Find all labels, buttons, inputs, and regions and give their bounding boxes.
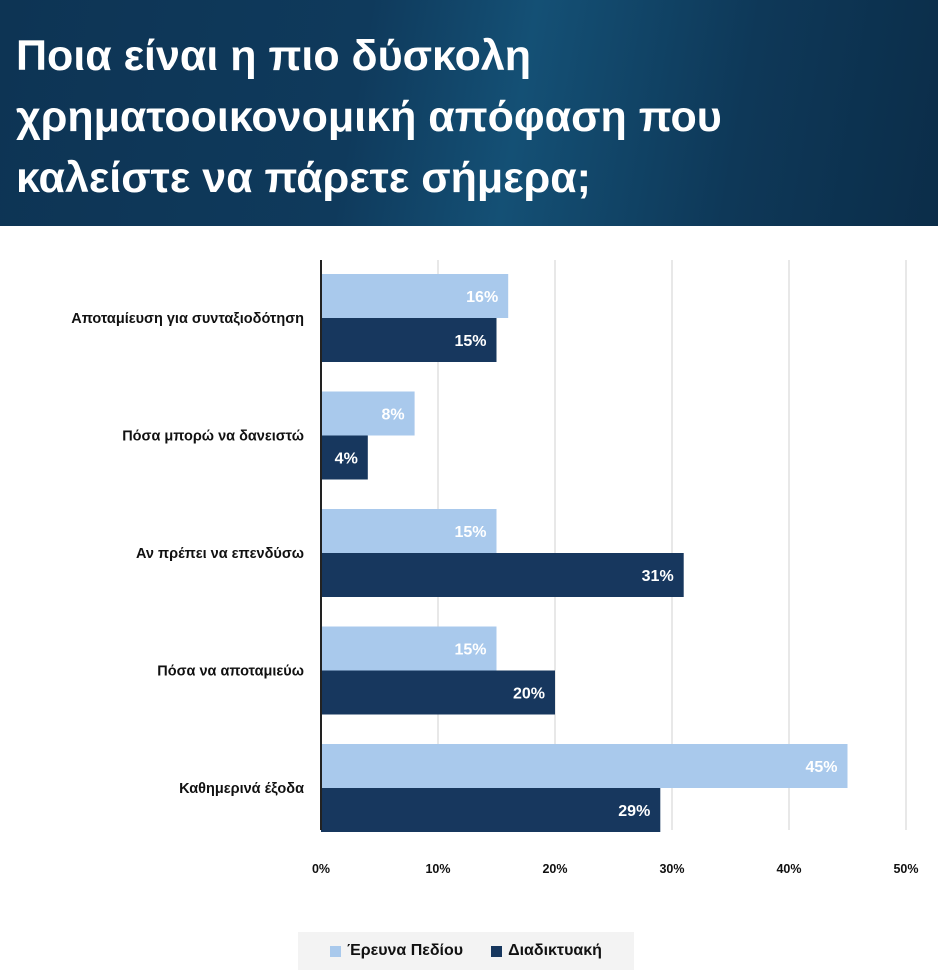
data-label: 15%	[454, 642, 486, 659]
data-label: 29%	[618, 803, 650, 820]
category-label: Καθημερινά έξοδα	[179, 781, 304, 797]
bar-field-survey	[321, 509, 497, 553]
bar-online	[321, 318, 497, 362]
x-tick-label: 20%	[542, 862, 567, 876]
category-label: Αν πρέπει να επενδύσω	[136, 546, 304, 562]
page-title: Ποια είναι η πιο δύσκολη χρηματοοικονομι…	[16, 32, 722, 202]
bar-field-survey	[321, 274, 509, 318]
data-label: 8%	[381, 407, 404, 424]
data-label: 4%	[335, 451, 358, 468]
bar-chart: 0% 10% 20% 30% 40% 50% Αποταμίευση για συνταξι…	[71, 260, 919, 876]
x-tick-label: 50%	[893, 862, 918, 876]
legend-swatch-field-survey	[330, 945, 342, 957]
data-label: 16%	[466, 289, 498, 306]
bar-online	[321, 553, 684, 597]
legend-label-field-survey: Έρευνα Πεδίου	[347, 942, 464, 959]
bar-online	[321, 670, 555, 715]
data-label: 15%	[454, 524, 486, 541]
x-tick-label: 10%	[425, 862, 450, 876]
chart-legend: Έρευνα Πεδίου Διαδικτυακή	[298, 932, 634, 970]
category-label: Πόσα μπορώ να δανειστώ	[122, 429, 304, 445]
legend-label-online: Διαδικτυακή	[508, 942, 602, 959]
bar-field-survey	[321, 744, 848, 788]
x-tick-label: 40%	[776, 862, 801, 876]
bar-online	[321, 435, 368, 480]
data-label: 31%	[642, 568, 674, 585]
bar-field-survey	[321, 626, 497, 671]
data-label: 45%	[805, 759, 837, 776]
data-label: 20%	[513, 686, 545, 703]
legend-swatch-online	[491, 945, 503, 957]
bar-field-survey	[321, 391, 415, 436]
data-label: 15%	[454, 333, 486, 350]
legend-item-online: Διαδικτυακή	[491, 942, 602, 960]
title-banner: Ποια είναι η πιο δύσκολη χρηματοοικονομι…	[0, 0, 938, 226]
legend-item-field-survey: Έρευνα Πεδίου	[330, 942, 463, 960]
x-tick-label: 0%	[312, 862, 330, 876]
bar-online	[321, 788, 661, 832]
category-label: Αποταμίευση για συνταξιοδότηση	[71, 311, 304, 327]
x-tick-label: 30%	[659, 862, 684, 876]
category-label: Πόσα να αποταμιεύω	[157, 664, 304, 680]
